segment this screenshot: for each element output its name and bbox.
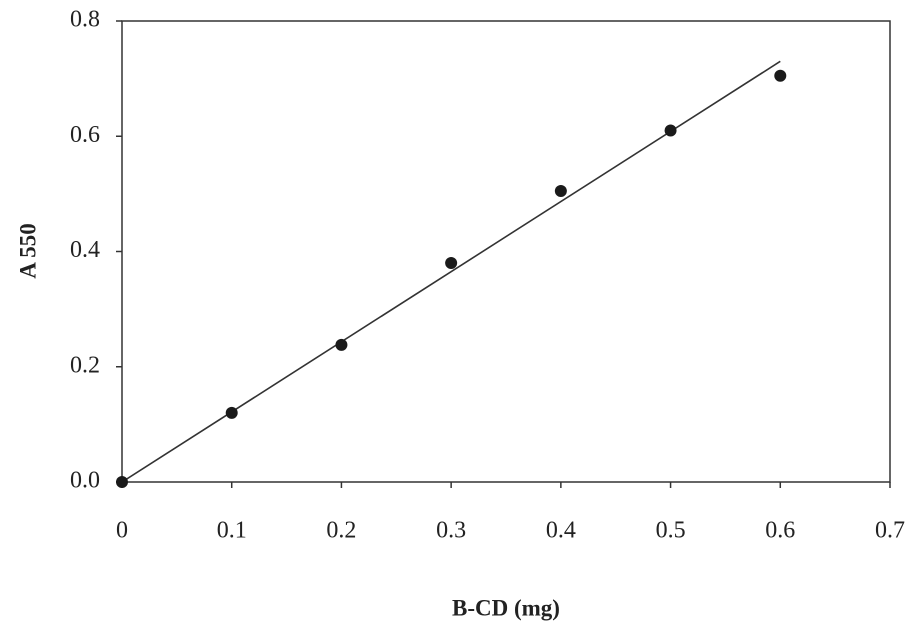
x-tick-label: 0.5 bbox=[656, 518, 686, 544]
x-tick-label: 0.1 bbox=[217, 518, 247, 544]
data-point bbox=[665, 124, 677, 136]
x-tick-label: 0.2 bbox=[326, 518, 356, 544]
data-point bbox=[116, 476, 128, 488]
data-point bbox=[335, 339, 347, 351]
x-axis-title: B-CD (mg) bbox=[452, 595, 560, 620]
y-tick-label: 0.8 bbox=[70, 7, 100, 33]
y-tick-label: 0.4 bbox=[70, 237, 100, 263]
x-tick-label: 0.6 bbox=[765, 518, 795, 544]
y-axis-title: A 550 bbox=[15, 223, 40, 279]
chart: B-CD (mg) A 550 0.0 0.2 0.4 0.6 0.8 0 0.1 0.2 0.… bbox=[0, 0, 915, 636]
data-point bbox=[445, 257, 457, 269]
x-tick-label: 0.7 bbox=[875, 518, 905, 544]
y-tick-label: 0.0 bbox=[70, 468, 100, 494]
x-tick-label: 0 bbox=[116, 518, 128, 544]
data-point bbox=[774, 70, 786, 82]
y-tick-label: 0.6 bbox=[70, 122, 100, 148]
trend-line bbox=[122, 61, 780, 482]
data-point bbox=[226, 407, 238, 419]
y-tick-label: 0.2 bbox=[70, 352, 100, 378]
x-tick-label: 0.3 bbox=[436, 518, 466, 544]
data-point bbox=[555, 185, 567, 197]
x-tick-label: 0.4 bbox=[546, 518, 576, 544]
